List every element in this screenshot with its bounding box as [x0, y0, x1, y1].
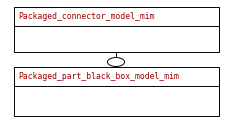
Text: Packaged_connector_model_mim: Packaged_connector_model_mim — [18, 12, 154, 21]
Text: Packaged_part_black_box_model_mim: Packaged_part_black_box_model_mim — [18, 72, 179, 81]
Bar — [14, 67, 219, 116]
Circle shape — [107, 57, 124, 67]
Bar — [14, 7, 219, 52]
